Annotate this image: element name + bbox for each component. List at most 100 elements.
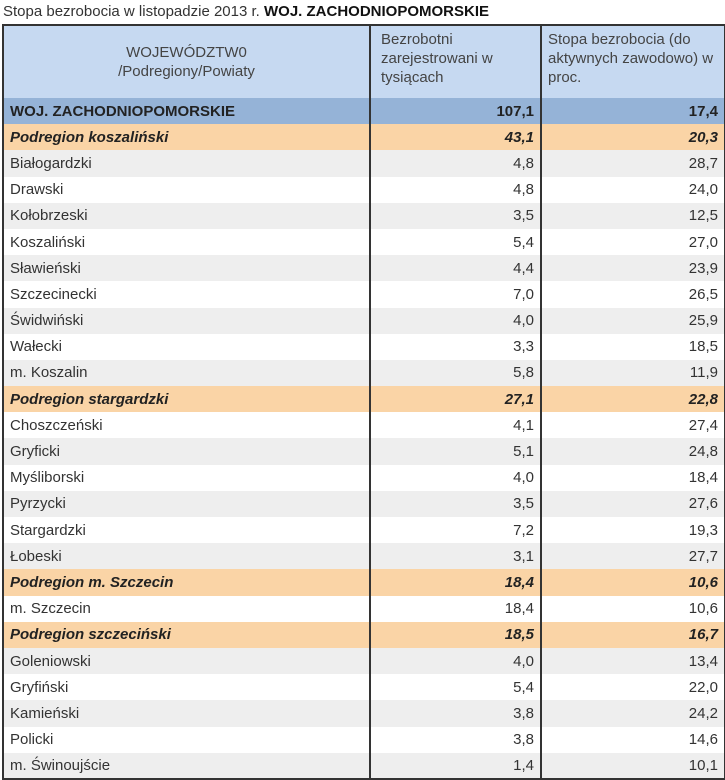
county-row: Pyrzycki 3,5 27,6 — [3, 490, 725, 517]
cell-name: Gryficki — [3, 438, 370, 465]
title-region: WOJ. ZACHODNIOPOMORSKIE — [264, 3, 490, 20]
county-row: m. Koszalin 5,8 11,9 — [3, 359, 725, 387]
header-region: WOJEWÓDZTW0/Podregiony/Powiaty — [3, 25, 370, 98]
cell-name: Goleniowski — [3, 647, 370, 675]
county-row: Świdwiński 4,0 25,9 — [3, 307, 725, 334]
county-row: Koszaliński 5,4 27,0 — [3, 228, 725, 256]
cell-name: Białogardzki — [3, 150, 370, 177]
cell-unemployed: 3,5 — [369, 202, 541, 229]
cell-rate: 17,4 — [540, 98, 725, 125]
cell-unemployed: 4,0 — [369, 464, 541, 491]
cell-rate: 19,3 — [540, 517, 725, 544]
cell-rate: 18,5 — [540, 333, 725, 360]
cell-rate: 16,7 — [540, 621, 725, 648]
cell-name: Wałecki — [3, 333, 370, 360]
cell-name: m. Świnoujście — [3, 752, 370, 779]
cell-rate: 27,7 — [540, 543, 725, 570]
voivodeship-row: WOJ. ZACHODNIOPOMORSKIE 107,1 17,4 — [3, 98, 725, 125]
cell-unemployed: 1,4 — [369, 752, 541, 779]
cell-unemployed: 4,1 — [369, 412, 541, 439]
cell-rate: 20,3 — [540, 124, 725, 151]
cell-unemployed: 18,4 — [369, 595, 541, 622]
county-row: Drawski 4,8 24,0 — [3, 176, 725, 203]
cell-unemployed: 3,8 — [369, 700, 541, 727]
cell-name: Szczecinecki — [3, 281, 370, 308]
cell-unemployed: 43,1 — [369, 124, 541, 151]
header-row: WOJEWÓDZTW0/Podregiony/Powiaty Bezrobotn… — [3, 25, 725, 98]
cell-unemployed: 107,1 — [369, 98, 541, 125]
county-row: Gryfiński 5,4 22,0 — [3, 674, 725, 701]
cell-name: Gryfiński — [3, 674, 370, 701]
cell-name: Sławieński — [3, 255, 370, 282]
cell-name: Podregion koszaliński — [3, 124, 370, 151]
county-row: Kamieński 3,8 24,2 — [3, 700, 725, 727]
cell-rate: 13,4 — [540, 647, 725, 675]
county-row: Goleniowski 4,0 13,4 — [3, 647, 725, 675]
cell-name: m. Koszalin — [3, 359, 370, 387]
cell-unemployed: 3,8 — [369, 726, 541, 753]
subregion-row: Podregion stargardzki 27,1 22,8 — [3, 386, 725, 413]
county-row: Kołobrzeski 3,5 12,5 — [3, 202, 725, 229]
cell-rate: 14,6 — [540, 726, 725, 753]
header-unemployed: Bezrobotni zarejestrowani w tysiącach — [369, 25, 541, 98]
cell-unemployed: 4,8 — [369, 150, 541, 177]
cell-unemployed: 4,0 — [369, 647, 541, 675]
cell-rate: 24,8 — [540, 438, 725, 465]
cell-rate: 24,2 — [540, 700, 725, 727]
cell-rate: 26,5 — [540, 281, 725, 308]
cell-name: Choszczeński — [3, 412, 370, 439]
cell-rate: 27,4 — [540, 412, 725, 439]
header-rate: Stopa bezrobocia (do aktywnych zawodowo)… — [540, 25, 725, 98]
county-row: Wałecki 3,3 18,5 — [3, 333, 725, 360]
header-region-line2: /Podregiony/Powiaty — [118, 63, 255, 80]
cell-name: Stargardzki — [3, 517, 370, 544]
cell-name: WOJ. ZACHODNIOPOMORSKIE — [3, 98, 370, 125]
county-row: m. Świnoujście 1,4 10,1 — [3, 752, 725, 779]
cell-rate: 25,9 — [540, 307, 725, 334]
cell-name: Świdwiński — [3, 307, 370, 334]
cell-unemployed: 5,4 — [369, 674, 541, 701]
cell-name: Podregion szczeciński — [3, 621, 370, 648]
cell-unemployed: 5,1 — [369, 438, 541, 465]
cell-unemployed: 5,4 — [369, 228, 541, 256]
county-row: Myśliborski 4,0 18,4 — [3, 464, 725, 491]
cell-rate: 18,4 — [540, 464, 725, 491]
cell-rate: 12,5 — [540, 202, 725, 229]
cell-name: Podregion stargardzki — [3, 386, 370, 413]
cell-unemployed: 4,4 — [369, 255, 541, 282]
county-row: Stargardzki 7,2 19,3 — [3, 517, 725, 544]
cell-rate: 10,6 — [540, 569, 725, 596]
cell-unemployed: 7,2 — [369, 517, 541, 544]
cell-rate: 27,0 — [540, 228, 725, 256]
cell-rate: 11,9 — [540, 359, 725, 387]
cell-name: Kamieński — [3, 700, 370, 727]
county-row: Szczecinecki 7,0 26,5 — [3, 281, 725, 308]
cell-unemployed: 3,3 — [369, 333, 541, 360]
cell-unemployed: 18,5 — [369, 621, 541, 648]
subregion-row: Podregion szczeciński 18,5 16,7 — [3, 621, 725, 648]
cell-name: Myśliborski — [3, 464, 370, 491]
county-row: Łobeski 3,1 27,7 — [3, 543, 725, 570]
cell-rate: 10,1 — [540, 752, 725, 779]
cell-unemployed: 4,0 — [369, 307, 541, 334]
county-row: m. Szczecin 18,4 10,6 — [3, 595, 725, 622]
county-row: Gryficki 5,1 24,8 — [3, 438, 725, 465]
cell-name: Pyrzycki — [3, 490, 370, 517]
cell-rate: 22,0 — [540, 674, 725, 701]
subregion-row: Podregion koszaliński 43,1 20,3 — [3, 124, 725, 151]
cell-name: m. Szczecin — [3, 595, 370, 622]
cell-unemployed: 3,1 — [369, 543, 541, 570]
header-region-line1: WOJEWÓDZTW0 — [126, 44, 247, 61]
county-row: Sławieński 4,4 23,9 — [3, 255, 725, 282]
cell-unemployed: 3,5 — [369, 490, 541, 517]
cell-rate: 23,9 — [540, 255, 725, 282]
cell-unemployed: 4,8 — [369, 176, 541, 203]
cell-rate: 28,7 — [540, 150, 725, 177]
cell-unemployed: 5,8 — [369, 359, 541, 387]
county-row: Choszczeński 4,1 27,4 — [3, 412, 725, 439]
subregion-row: Podregion m. Szczecin 18,4 10,6 — [3, 569, 725, 596]
cell-name: Koszaliński — [3, 228, 370, 256]
cell-unemployed: 7,0 — [369, 281, 541, 308]
county-row: Białogardzki 4,8 28,7 — [3, 150, 725, 177]
cell-unemployed: 27,1 — [369, 386, 541, 413]
